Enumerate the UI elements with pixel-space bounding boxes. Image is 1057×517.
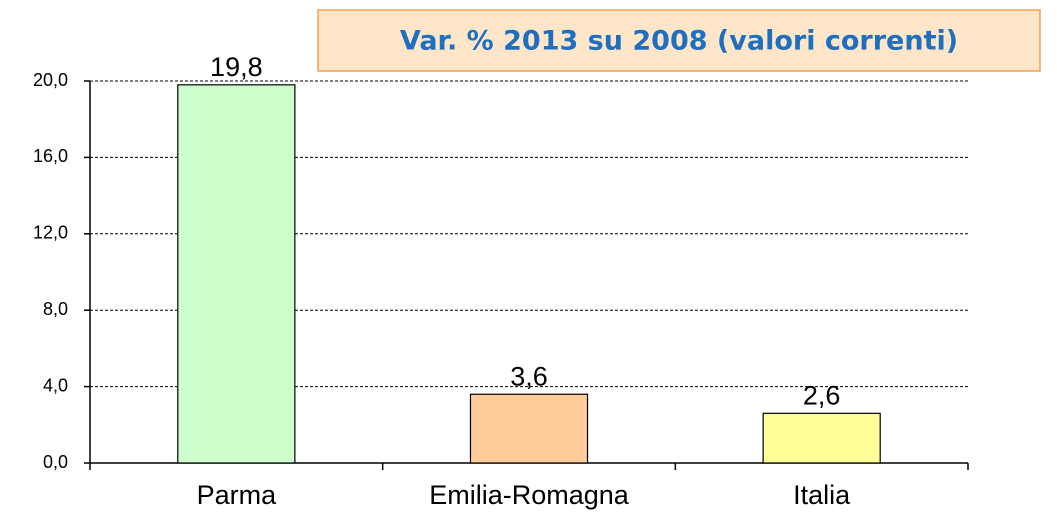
title-box [317, 9, 1041, 72]
value-label: 2,6 [803, 380, 841, 410]
y-tick-label: 16,0 [33, 146, 68, 166]
chart-title: Var. % 2013 su 2008 (valori correnti) [400, 26, 958, 57]
x-tick-label: Parma [197, 480, 278, 510]
y-tick-label: 4,0 [43, 375, 68, 395]
bar [177, 84, 296, 464]
y-tick-label: 0,0 [43, 452, 68, 472]
value-label: 19,8 [210, 52, 263, 82]
value-label: 3,6 [510, 361, 548, 391]
y-tick-label: 8,0 [43, 299, 68, 319]
x-tick-label: Emilia-Romagna [429, 480, 630, 510]
bar [469, 393, 589, 464]
x-tick-label: Italia [793, 480, 851, 510]
y-tick-label: 12,0 [33, 223, 68, 243]
y-tick-label: 20,0 [33, 70, 68, 90]
bar [762, 412, 881, 464]
